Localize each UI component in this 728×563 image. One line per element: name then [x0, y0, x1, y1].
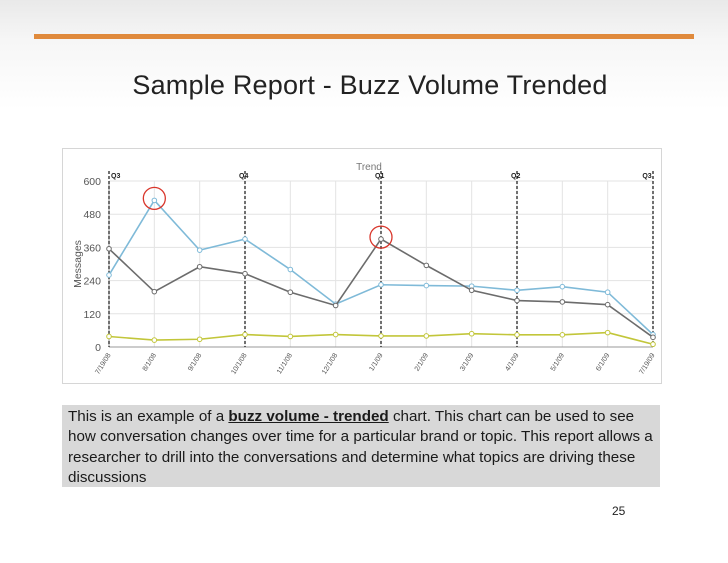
chart-title: Trend: [356, 162, 382, 173]
x-tick-label: 5/1/09: [550, 352, 566, 372]
data-point: [559, 283, 566, 290]
x-tick-label: 1/1/09: [368, 352, 384, 372]
data-point: [468, 330, 475, 337]
x-tick-label: 4/1/09: [504, 352, 520, 372]
x-tick-label: 7/19/09: [638, 352, 656, 376]
data-point: [242, 331, 248, 338]
data-point: [650, 334, 656, 341]
x-tick-label: 6/1/09: [595, 352, 611, 372]
data-point: [378, 236, 384, 242]
data-point: [514, 297, 520, 304]
x-tick-label: 2/1/09: [414, 352, 430, 372]
data-point: [423, 262, 430, 269]
data-point: [604, 329, 611, 336]
quarter-marker-label: Q4: [239, 173, 248, 180]
data-point: [196, 263, 203, 270]
x-tick-label: 9/1/08: [187, 352, 203, 372]
data-point: [423, 282, 430, 289]
data-point: [332, 331, 339, 338]
data-point: [378, 333, 384, 339]
data-point: [287, 266, 294, 273]
top-accent-bar: [34, 34, 694, 39]
data-point: [604, 289, 611, 296]
data-point: [196, 336, 203, 343]
y-tick-label: 480: [83, 209, 101, 221]
caption-text-after: chart. This chart can be used to see how…: [68, 408, 653, 487]
y-axis-label: Messages: [72, 240, 84, 288]
data-point: [106, 333, 112, 340]
quarter-marker-label: Q2: [511, 173, 520, 180]
data-point: [151, 288, 158, 295]
x-tick-label: 11/1/08: [276, 352, 294, 375]
highlight-circle: [142, 186, 166, 211]
buzz-volume-chart: Trend 0 120 240 360 480 600 Messages Q3 Q4 Q1 Q2 Q3 7…: [72, 162, 657, 376]
quarter-marker-label: Q3: [642, 173, 651, 180]
data-point: [196, 247, 203, 253]
data-point: [151, 337, 158, 343]
highlight-circle: [369, 225, 393, 249]
x-tick-label: 10/1/08: [230, 352, 248, 376]
data-point: [468, 287, 475, 294]
caption-box: This is an example of a buzz volume - tr…: [62, 405, 660, 487]
data-point: [332, 302, 339, 309]
data-point: [106, 245, 112, 252]
data-point: [650, 341, 656, 348]
data-point: [242, 236, 248, 242]
x-tick-label: 3/1/09: [459, 352, 475, 372]
data-point: [559, 332, 566, 338]
data-point: [604, 301, 611, 308]
y-tick-label: 240: [83, 276, 101, 288]
caption-highlight: buzz volume - trended: [228, 408, 389, 425]
quarter-marker-label: Q1: [375, 173, 384, 180]
x-tick-label: 7/19/08: [94, 352, 112, 376]
y-tick-label: 600: [83, 176, 101, 188]
x-tick-label: 8/1/08: [142, 352, 158, 372]
chart-frame: Trend 0 120 240 360 480 600 Messages Q3 Q4 Q1 Q2 Q3 7…: [62, 148, 662, 384]
data-point: [514, 287, 520, 294]
data-point: [423, 333, 430, 339]
quarter-marker-label: Q3: [111, 173, 120, 180]
data-point: [287, 333, 294, 340]
data-point: [287, 289, 294, 296]
slide-title: Sample Report - Buzz Volume Trended: [132, 70, 608, 100]
data-point: [151, 197, 158, 204]
caption-text-before: This is an example of a: [68, 408, 229, 425]
data-point: [514, 332, 520, 338]
data-point: [106, 272, 112, 278]
data-point: [242, 270, 248, 277]
y-tick-label: 360: [83, 242, 101, 254]
y-tick-label: 0: [95, 342, 101, 354]
page-number: 25: [612, 504, 626, 518]
x-tick-label: 12/1/08: [321, 352, 339, 376]
y-tick-label: 120: [83, 309, 101, 321]
data-point: [378, 281, 384, 288]
data-point: [559, 299, 566, 305]
